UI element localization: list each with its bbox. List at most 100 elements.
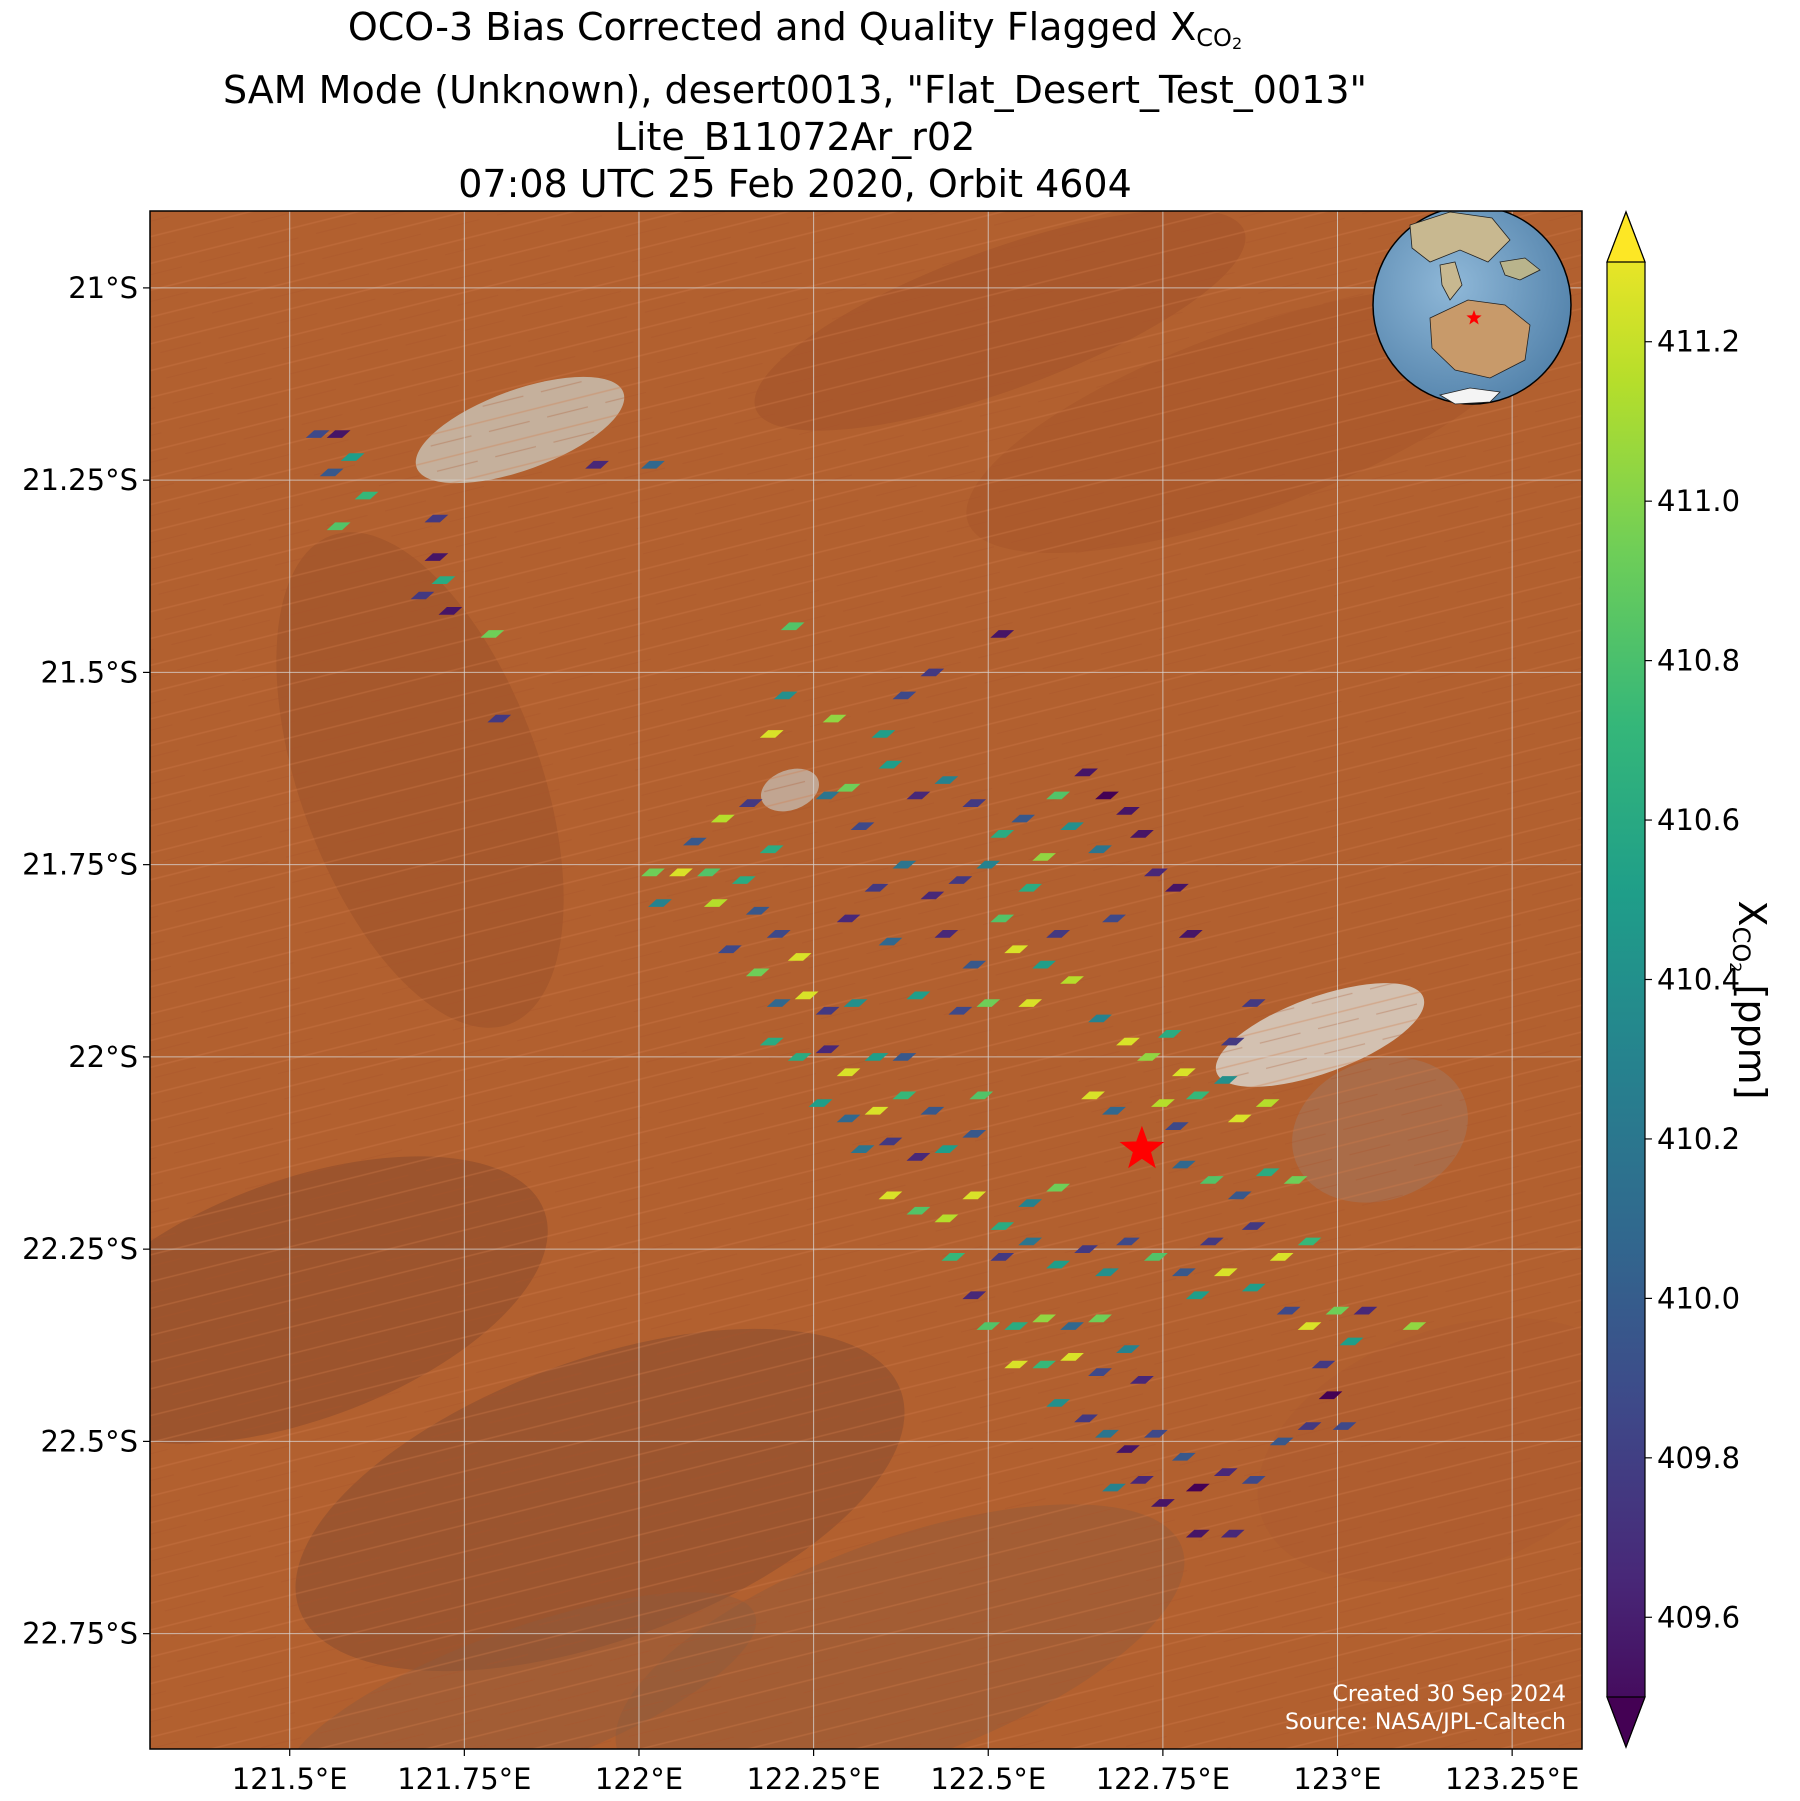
sounding-footprint bbox=[1018, 999, 1042, 1007]
sounding-footprint bbox=[1255, 1168, 1280, 1177]
sounding-footprint bbox=[990, 630, 1015, 638]
sounding-footprint bbox=[990, 914, 1015, 923]
sounding-footprint bbox=[1213, 1268, 1238, 1277]
sounding-footprint bbox=[1046, 1260, 1070, 1269]
lat-tick-label: 22.5°S bbox=[41, 1424, 138, 1458]
sounding-footprint bbox=[745, 906, 770, 915]
sounding-footprint bbox=[1060, 1353, 1084, 1361]
sounding-footprint bbox=[1095, 791, 1119, 800]
colorbar-extend-max bbox=[1606, 210, 1646, 263]
sounding-footprint bbox=[920, 891, 945, 900]
lon-tick-label: 121.75°E bbox=[397, 1762, 531, 1796]
map-frame bbox=[149, 210, 1583, 1750]
sounding-footprint bbox=[1402, 1322, 1427, 1330]
sounding-footprint bbox=[1144, 1429, 1168, 1438]
sounding-footprint bbox=[892, 1091, 917, 1100]
star-icon bbox=[1119, 1125, 1165, 1169]
lon-tick-label: 123°E bbox=[1293, 1762, 1381, 1796]
sounding-footprint bbox=[1172, 1068, 1196, 1077]
sounding-footprint bbox=[1046, 791, 1070, 800]
globe-landmass bbox=[1429, 299, 1531, 379]
colorbar-extend-min bbox=[1606, 1696, 1646, 1749]
sounding-footprint bbox=[1339, 1337, 1364, 1346]
sounding-footprint bbox=[1318, 1391, 1343, 1400]
sounding-footprint bbox=[669, 868, 693, 877]
sounding-footprint bbox=[990, 1253, 1015, 1261]
lat-tick-label: 21°S bbox=[68, 271, 138, 305]
globe-landmass bbox=[1438, 387, 1501, 405]
colorbar-tick-label: 411.0 bbox=[1657, 484, 1740, 518]
sounding-footprint bbox=[794, 991, 819, 1000]
sounding-footprint bbox=[1158, 1030, 1182, 1038]
sounding-footprint bbox=[864, 1053, 889, 1061]
sounding-footprint bbox=[326, 522, 351, 531]
lat-tick-label: 22.75°S bbox=[22, 1617, 138, 1651]
sounding-footprint bbox=[424, 514, 449, 523]
sounding-footprint bbox=[906, 991, 931, 1000]
sounding-footprint bbox=[1032, 1360, 1056, 1369]
sounding-footprint bbox=[1032, 960, 1056, 969]
sounding-footprint bbox=[487, 714, 512, 723]
dune-texture bbox=[150, 211, 1582, 1749]
lon-tick-label: 122°E bbox=[595, 1762, 683, 1796]
sounding-footprint bbox=[731, 876, 756, 884]
sounding-footprint bbox=[1116, 1037, 1140, 1046]
sounding-footprint bbox=[836, 783, 861, 792]
sounding-footprint bbox=[305, 430, 330, 438]
colorbar-tick-label: 409.8 bbox=[1657, 1441, 1740, 1475]
sounding-footprint bbox=[1241, 1222, 1266, 1230]
lon-axis-ticks: 121.5°E 121.75°E 122°E 122.25°E 122.5°E 122.7… bbox=[232, 1749, 1579, 1796]
sounding-footprint bbox=[969, 1091, 994, 1100]
colorbar-tick-label: 410.6 bbox=[1657, 803, 1740, 837]
sounding-footprint bbox=[1088, 1314, 1112, 1323]
sounding-footprint bbox=[1213, 1468, 1238, 1476]
sounding-footprint bbox=[836, 914, 861, 923]
title-line-1: OCO-3 Bias Corrected and Quality Flagged… bbox=[347, 5, 1243, 53]
sounding-footprint bbox=[948, 876, 973, 884]
sounding-footprint bbox=[1255, 1099, 1280, 1107]
sounding-footprint bbox=[710, 814, 735, 823]
sounding-footprint bbox=[1004, 1322, 1029, 1330]
sounding-footprint bbox=[934, 930, 959, 938]
sounding-footprint bbox=[976, 860, 1001, 869]
sounding-footprint bbox=[766, 999, 791, 1007]
sounding-footprint bbox=[1102, 914, 1126, 923]
sounding-footprint bbox=[1241, 999, 1266, 1007]
sounding-footprint bbox=[697, 868, 721, 877]
map-area[interactable]: Created 30 Sep 2024 Source: NASA/JPL-Cal… bbox=[15, 165, 1679, 1801]
sounding-footprint bbox=[1116, 1445, 1140, 1453]
sounding-footprint bbox=[962, 1191, 987, 1200]
credit-source: Source: NASA/JPL-Caltech bbox=[1285, 1710, 1566, 1735]
sounding-footprint bbox=[1297, 1237, 1322, 1246]
sounding-footprint bbox=[1172, 1160, 1196, 1169]
sounding-footprint bbox=[1060, 822, 1084, 830]
colorbar-ticks: 409.6 409.8 410.0 410.2 410.4 410.6 410.8 411.0… bbox=[1645, 325, 1740, 1634]
lat-tick-label: 21.5°S bbox=[41, 655, 138, 689]
sounding-footprint bbox=[1276, 1306, 1301, 1315]
sounding-footprint bbox=[1227, 1191, 1252, 1200]
sounding-footprint bbox=[1227, 1114, 1252, 1123]
sounding-footprint bbox=[892, 1053, 917, 1061]
sounding-footprint bbox=[850, 1145, 875, 1153]
sounding-footprint bbox=[1151, 1499, 1175, 1507]
lon-tick-label: 123.25°E bbox=[1445, 1762, 1579, 1796]
sounding-footprint bbox=[759, 1037, 784, 1046]
globe-marker-star-icon bbox=[1466, 310, 1482, 325]
lat-tick-label: 21.75°S bbox=[22, 848, 138, 882]
sounding-footprint bbox=[745, 968, 770, 977]
sounding-footprint bbox=[1081, 1091, 1105, 1100]
xco2-soundings bbox=[305, 430, 1427, 1538]
sounding-footprint bbox=[962, 1291, 987, 1300]
sounding-footprint bbox=[906, 791, 931, 800]
sounding-footprint bbox=[1116, 1345, 1140, 1353]
sounding-footprint bbox=[424, 553, 449, 561]
colorbar-tick-label: 410.8 bbox=[1657, 644, 1740, 678]
sounding-footprint bbox=[431, 576, 456, 584]
sounding-footprint bbox=[1018, 1199, 1042, 1207]
sounding-footprint bbox=[1011, 814, 1035, 823]
sounding-footprint bbox=[976, 1322, 1001, 1330]
colorbar-tick-label: 410.4 bbox=[1657, 963, 1740, 997]
sounding-footprint bbox=[759, 845, 784, 854]
sounding-footprint bbox=[850, 822, 875, 830]
sounding-footprint bbox=[871, 730, 896, 738]
